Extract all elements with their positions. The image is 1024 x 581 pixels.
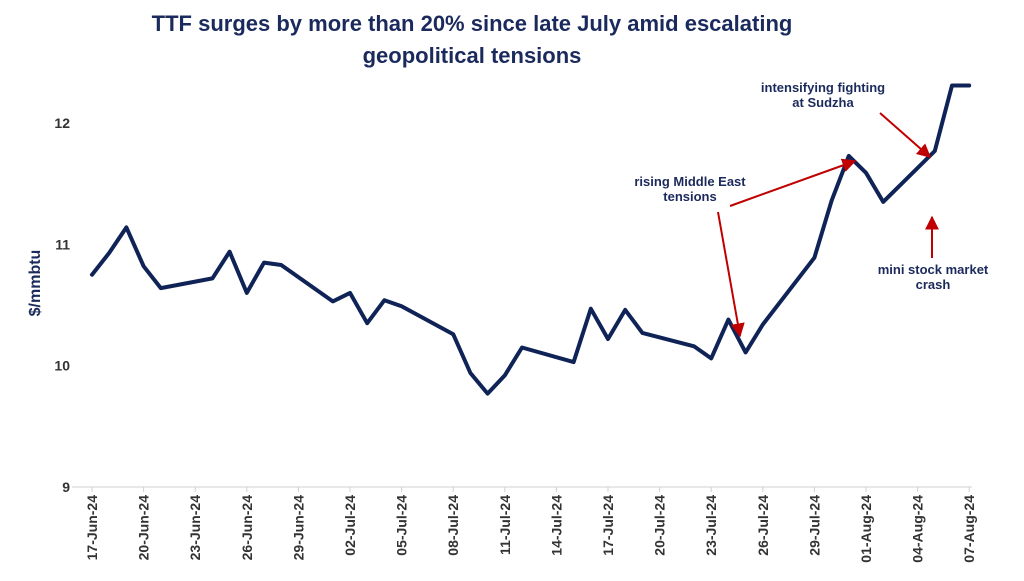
x-tick-label: 14-Jul-24 bbox=[548, 495, 564, 556]
x-tick-label: 26-Jul-24 bbox=[755, 495, 771, 556]
x-tick-label: 23-Jul-24 bbox=[703, 495, 719, 556]
annotation-text: tensions bbox=[663, 189, 716, 204]
x-tick-label: 17-Jun-24 bbox=[84, 495, 100, 561]
x-tick-label: 20-Jul-24 bbox=[652, 495, 668, 556]
x-tick-label: 23-Jun-24 bbox=[187, 495, 203, 561]
x-tick-label: 26-Jun-24 bbox=[239, 495, 255, 561]
y-tick-label: 12 bbox=[54, 115, 70, 131]
annotation-text: mini stock market bbox=[878, 262, 989, 277]
x-tick-label: 29-Jul-24 bbox=[806, 495, 822, 556]
x-tick-label: 02-Jul-24 bbox=[342, 495, 358, 556]
x-tick-label: 11-Jul-24 bbox=[497, 495, 513, 555]
y-tick-label: 11 bbox=[55, 236, 70, 252]
chart-title-line-1: TTF surges by more than 20% since late J… bbox=[151, 11, 793, 36]
annotation-arrow bbox=[879, 112, 932, 158]
x-tick-label: 01-Aug-24 bbox=[858, 495, 874, 563]
annotation-text: at Sudzha bbox=[792, 95, 854, 110]
x-tick-label: 07-Aug-24 bbox=[961, 495, 977, 563]
annotation-text: intensifying fighting bbox=[761, 80, 885, 95]
x-tick-label: 17-Jul-24 bbox=[600, 495, 616, 556]
x-tick-label: 08-Jul-24 bbox=[445, 495, 461, 556]
y-tick-label: 9 bbox=[62, 479, 70, 495]
chart-title-line-2: geopolitical tensions bbox=[362, 43, 582, 68]
x-tick-label: 05-Jul-24 bbox=[394, 495, 410, 556]
x-tick-label: 29-Jun-24 bbox=[290, 495, 306, 561]
series-line bbox=[90, 83, 972, 396]
annotation-arrow bbox=[717, 211, 745, 338]
y-tick-label: 10 bbox=[54, 358, 70, 374]
annotation-text: crash bbox=[916, 277, 951, 292]
annotation-text: rising Middle East bbox=[634, 174, 746, 189]
chart-title: TTF surges by more than 20% since late J… bbox=[0, 8, 944, 72]
x-tick-label: 20-Jun-24 bbox=[136, 495, 152, 561]
y-axis-label: $/mmbtu bbox=[27, 250, 44, 317]
x-tick-label: 04-Aug-24 bbox=[910, 495, 926, 563]
annotation-arrow bbox=[729, 158, 857, 207]
